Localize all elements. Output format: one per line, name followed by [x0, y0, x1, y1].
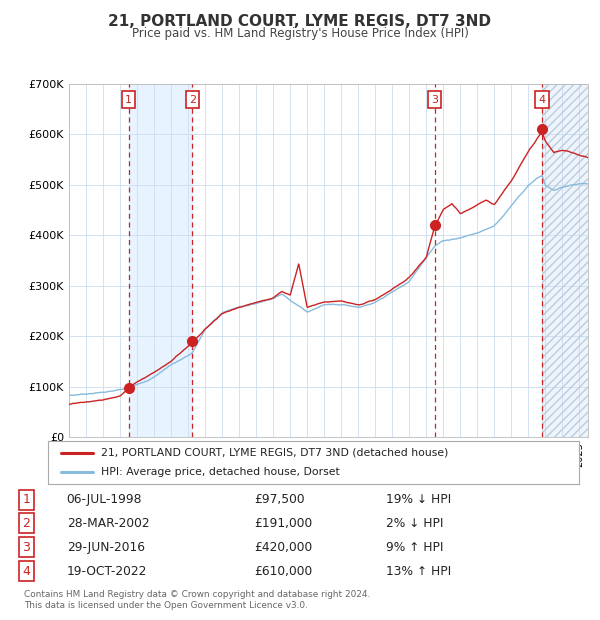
- Text: Contains HM Land Registry data © Crown copyright and database right 2024.
This d: Contains HM Land Registry data © Crown c…: [24, 590, 370, 609]
- Bar: [542, 84, 588, 437]
- Bar: [542, 84, 588, 437]
- Text: 9% ↑ HPI: 9% ↑ HPI: [386, 541, 444, 554]
- Text: 06-JUL-1998: 06-JUL-1998: [67, 493, 142, 506]
- Text: Price paid vs. HM Land Registry's House Price Index (HPI): Price paid vs. HM Land Registry's House …: [131, 27, 469, 40]
- Text: 2% ↓ HPI: 2% ↓ HPI: [386, 517, 444, 530]
- Text: 4: 4: [538, 95, 545, 105]
- Text: 3: 3: [22, 541, 31, 554]
- Text: 2: 2: [22, 517, 31, 530]
- Text: 21, PORTLAND COURT, LYME REGIS, DT7 3ND (detached house): 21, PORTLAND COURT, LYME REGIS, DT7 3ND …: [101, 448, 448, 458]
- Text: 29-JUN-2016: 29-JUN-2016: [67, 541, 145, 554]
- Text: 1: 1: [22, 493, 31, 506]
- Text: £420,000: £420,000: [254, 541, 312, 554]
- Text: £191,000: £191,000: [254, 517, 312, 530]
- Text: 13% ↑ HPI: 13% ↑ HPI: [386, 565, 452, 577]
- Text: 3: 3: [431, 95, 438, 105]
- Text: 21, PORTLAND COURT, LYME REGIS, DT7 3ND: 21, PORTLAND COURT, LYME REGIS, DT7 3ND: [109, 14, 491, 29]
- Text: 2: 2: [188, 95, 196, 105]
- Text: £97,500: £97,500: [254, 493, 305, 506]
- Text: HPI: Average price, detached house, Dorset: HPI: Average price, detached house, Dors…: [101, 467, 340, 477]
- Text: 28-MAR-2002: 28-MAR-2002: [67, 517, 149, 530]
- Text: £610,000: £610,000: [254, 565, 312, 577]
- Text: 1: 1: [125, 95, 132, 105]
- Text: 19-OCT-2022: 19-OCT-2022: [67, 565, 147, 577]
- Bar: [129, 84, 192, 437]
- Text: 19% ↓ HPI: 19% ↓ HPI: [386, 493, 452, 506]
- Text: 4: 4: [22, 565, 31, 577]
